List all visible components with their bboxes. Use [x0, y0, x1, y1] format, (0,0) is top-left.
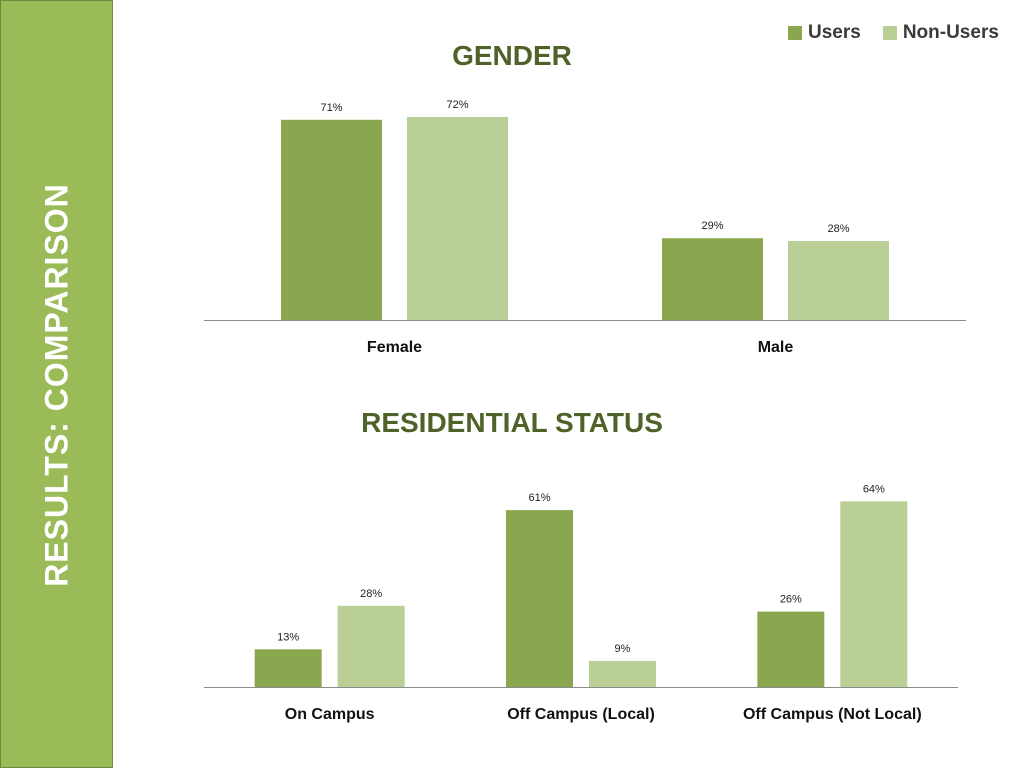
- legend-swatch-non-users: [882, 26, 897, 40]
- chart-legend: Users Non-Users: [788, 22, 1021, 44]
- legend-label-users: Users: [808, 22, 861, 43]
- residential-bar-non-users: [337, 605, 405, 687]
- residential-data-label: 64%: [863, 483, 885, 495]
- residential-bar-users: [757, 611, 825, 687]
- residential-bar-non-users: [589, 660, 656, 687]
- residential-data-label: 61%: [528, 492, 550, 504]
- sidebar-panel: RESULTS: COMPARISON: [0, 0, 113, 768]
- residential-category-label: Off Campus (Not Local): [743, 706, 922, 723]
- residential-chart-title: RESIDENTIAL STATUS: [361, 407, 663, 438]
- residential-data-label: 13%: [277, 631, 299, 643]
- gender-data-label: 72%: [446, 99, 468, 111]
- gender-chart-title: GENDER: [452, 40, 572, 71]
- gender-bar-users: [662, 238, 763, 320]
- gender-category-label: Female: [367, 339, 422, 356]
- gender-bar-non-users: [407, 116, 508, 321]
- residential-data-label: 28%: [360, 588, 382, 600]
- legend-label-non-users: Non-Users: [902, 22, 999, 43]
- residential-category-label: On Campus: [285, 706, 375, 723]
- legend-item-non-users: Non-Users: [882, 22, 999, 44]
- gender-data-label: 28%: [827, 223, 849, 235]
- legend-item-users: Users: [788, 22, 861, 44]
- gender-data-label: 71%: [320, 102, 342, 114]
- residential-bar-users: [506, 510, 573, 687]
- gender-bar-users: [281, 119, 382, 320]
- residential-bar-users: [254, 649, 322, 687]
- residential-data-label: 9%: [615, 643, 631, 655]
- gender-bar-non-users: [788, 241, 889, 320]
- residential-bar-non-users: [840, 501, 908, 687]
- gender-data-label: 29%: [701, 220, 723, 232]
- legend-swatch-users: [788, 26, 802, 40]
- gender-category-label: Male: [758, 339, 794, 356]
- residential-data-label: 26%: [780, 594, 802, 606]
- residential-category-label: Off Campus (Local): [507, 706, 655, 723]
